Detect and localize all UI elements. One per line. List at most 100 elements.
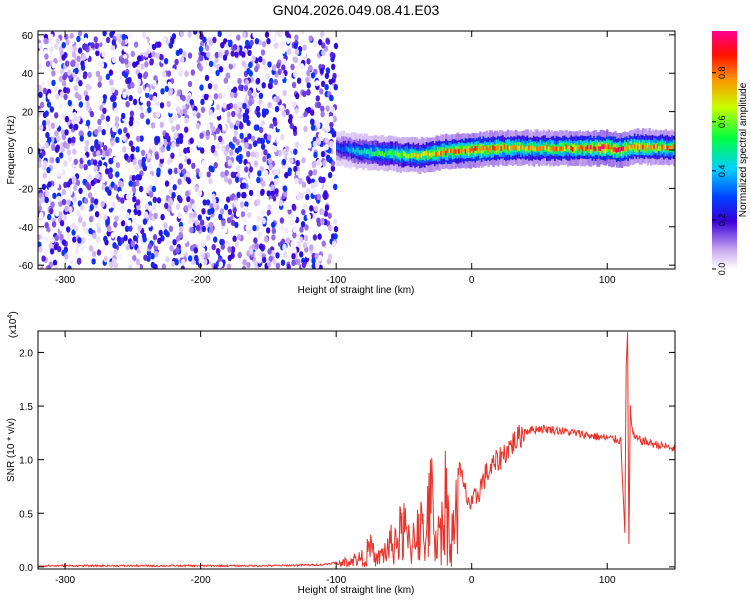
heatmap-noise-cell [82,226,88,233]
heatmap-noise-cell [128,140,134,147]
heatmap-noise-cell [183,147,188,154]
heatmap-noise-cell [238,157,243,164]
heatmap-noise-cell [329,140,334,147]
heatmap-noise-cell [130,211,135,218]
heatmap-noise-cell [206,264,212,269]
heatmap-noise-cell [319,88,324,95]
heatmap-noise-cell [260,49,266,56]
heatmap-noise-cell [76,35,81,43]
heatmap-noise-cell [325,38,331,45]
heatmap-signal-cell [568,145,572,151]
heatmap-noise-cell [38,42,43,49]
heatmap-noise-cell [150,261,156,269]
heatmap-signal-cell [560,146,563,151]
heatmap-noise-cell [260,188,265,196]
heatmap-noise-cell [210,146,216,154]
heatmap-signal-cell [437,151,440,156]
heatmap-noise-cell [131,174,136,182]
heatmap-x-tick-label: 0 [469,275,475,286]
heatmap-noise-cell [305,193,310,201]
heatmap-noise-cell [138,44,144,51]
heatmap-y-tick-label: -40 [19,223,34,234]
snr-y-tick-label: 0.5 [19,509,33,520]
heatmap-signal-cell [511,144,515,150]
heatmap-noise-cell [233,129,238,136]
heatmap-noise-cell [319,68,324,75]
heatmap-noise-cell [310,118,315,125]
heatmap-noise-cell [135,263,140,269]
heatmap-noise-cell [49,248,55,255]
heatmap-noise-cell [118,191,123,198]
heatmap-noise-cell [123,71,129,79]
heatmap-noise-cell [273,120,278,127]
heatmap-noise-cell [137,87,143,95]
heatmap-noise-cell [253,237,258,244]
heatmap-signal-cell [404,152,407,158]
heatmap-noise-cell [291,253,296,260]
heatmap-noise-cell [106,129,111,136]
heatmap-noise-cell [170,260,176,268]
heatmap-noise-cell [109,79,114,86]
heatmap-noise-cell [226,103,231,111]
heatmap-signal-cell [358,150,362,155]
heatmap-noise-cell [173,114,179,121]
heatmap-noise-cell [298,143,303,150]
heatmap-noise-cell [240,211,246,218]
heatmap-noise-cell [61,188,67,196]
heatmap-noise-cell [304,116,309,124]
heatmap-noise-cell [154,61,160,68]
heatmap-noise-cell [173,132,178,139]
heatmap-noise-cell [50,201,55,208]
heatmap-noise-cell [229,122,234,129]
heatmap-noise-cell [224,169,229,177]
heatmap-noise-cell [51,221,57,228]
heatmap-noise-cell [140,112,145,119]
heatmap-noise-cell [43,37,48,45]
heatmap-noise-cell [310,124,316,131]
heatmap-noise-cell [281,110,287,118]
heatmap-noise-cell [162,35,167,43]
heatmap-noise-cell [67,99,73,107]
heatmap-signal-cell [350,146,354,152]
heatmap-noise-cell [103,235,108,242]
heatmap-noise-cell [318,39,323,46]
heatmap-noise-cell [179,31,185,37]
heatmap-noise-cell [131,104,136,111]
heatmap-signal-cell [528,145,531,150]
heatmap-signal-cell [381,151,385,156]
heatmap-noise-cell [203,258,208,266]
heatmap-noise-cell [89,204,94,211]
heatmap-signal-cell [513,145,516,150]
heatmap-noise-cell [278,190,283,197]
heatmap-noise-cell [129,37,134,44]
heatmap-signal-cell [654,143,658,149]
heatmap-noise-cell [94,128,99,136]
heatmap-signal-cell [352,147,355,153]
heatmap-noise-cell [246,150,251,158]
heatmap-signal-cell [521,145,524,150]
heatmap-noise-cell [230,171,235,178]
heatmap-noise-cell [149,58,154,65]
heatmap-noise-cell [61,239,67,246]
heatmap-noise-cell [187,52,193,59]
heatmap-signal-cell [419,152,422,157]
heatmap-noise-cell [316,101,322,109]
heatmap-noise-cell [159,152,164,160]
heatmap-noise-cell [49,106,54,113]
heatmap-noise-cell [192,110,197,117]
snr-x-tick-label: 100 [599,575,616,586]
heatmap-noise-cell [124,225,130,232]
heatmap-noise-cell [253,140,258,147]
heatmap-noise-cell [120,106,126,114]
heatmap-noise-cell [331,63,336,70]
heatmap-noise-cell [38,200,42,207]
heatmap-noise-cell [284,31,290,37]
heatmap-noise-cell [113,248,118,256]
heatmap-noise-cell [224,176,229,183]
heatmap-signal-cell [563,146,567,151]
heatmap-noise-cell [119,181,125,188]
heatmap-noise-cell [135,258,141,265]
heatmap-noise-cell [325,67,331,74]
heatmap-noise-cell [73,84,79,92]
heatmap-noise-cell [233,91,238,99]
